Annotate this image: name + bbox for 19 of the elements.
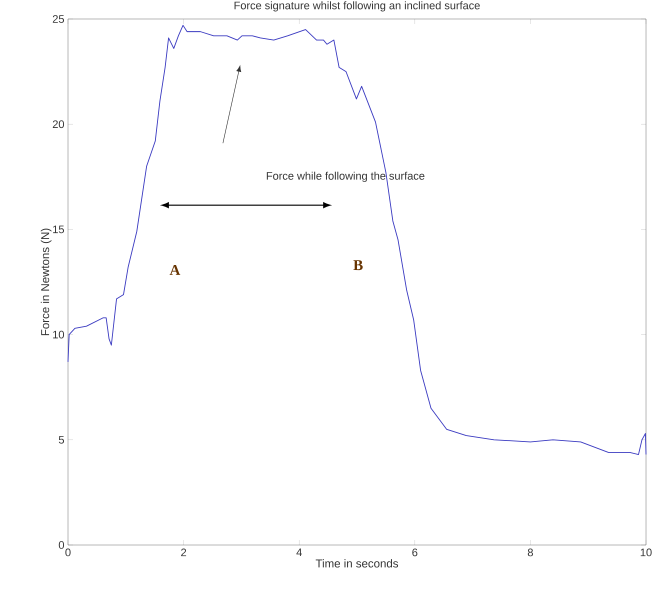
x-tick-label: 4	[296, 548, 302, 556]
x-axis-title: Time in seconds	[316, 559, 398, 568]
x-tick-label: 10	[640, 548, 652, 556]
annotation: Force while following the surface	[266, 172, 424, 182]
annotation: B	[353, 260, 363, 270]
y-axis-title: Force in Newtons (N)	[40, 228, 52, 336]
x-tick-label: 2	[181, 548, 186, 556]
x-tick-label: 0	[65, 548, 71, 556]
y-tick-label: 20	[52, 120, 64, 128]
y-tick-label: 0	[58, 541, 64, 549]
y-tick-label: 10	[53, 330, 64, 338]
y-tick-label: 15	[53, 226, 64, 234]
y-tick-label: 5	[58, 436, 64, 444]
line-series	[68, 24, 646, 455]
x-tick-label: 6	[412, 548, 418, 556]
x-tick-label: 8	[528, 548, 533, 556]
annotation: A	[170, 264, 180, 275]
y-tick-label: 25	[52, 15, 64, 23]
chart-title: Force signature whilst following an inclined surface	[234, 1, 480, 12]
